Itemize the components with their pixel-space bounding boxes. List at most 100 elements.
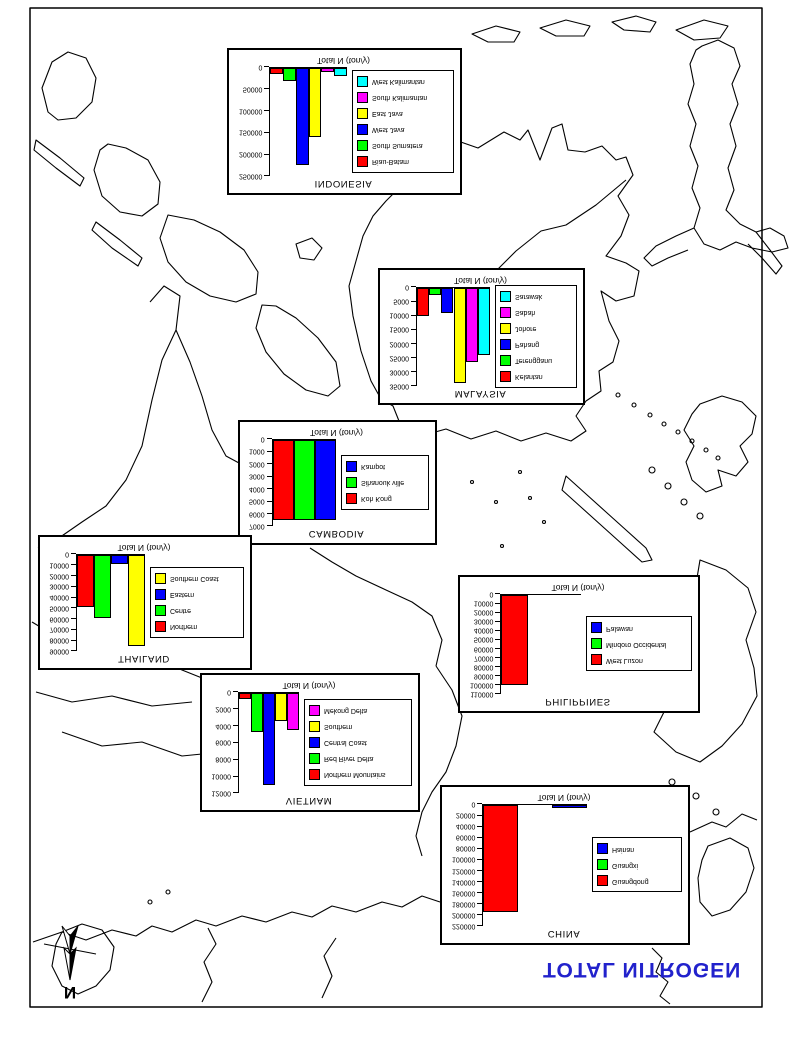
legend-swatch [500, 307, 511, 318]
axis-tick-label: 4000 [249, 485, 265, 493]
axis-title: Total N (ton/y) [317, 56, 370, 66]
legend-item: Sabah [500, 307, 572, 318]
axis-tick-label: 7000 [249, 522, 265, 530]
chart-china: CHINA 0 20000 40000 60000 80000 100000 120000 14… [440, 785, 690, 945]
axis-tick-label: 200000 [452, 911, 476, 919]
bar-northern [77, 555, 94, 608]
axis-tick-label: 120000 [452, 867, 476, 875]
legend-item: Kelantan [500, 371, 572, 382]
legend-label: Koh Kong [361, 495, 392, 503]
plot-area [416, 287, 490, 386]
bar-northern-mountains [239, 693, 251, 699]
legend-item: Sarawak [500, 291, 572, 302]
axis-tick-label: 90000 [49, 647, 69, 655]
legend-item: Centre [155, 605, 239, 616]
axis-tick-label: 25000 [389, 354, 409, 362]
bar-southern [275, 693, 287, 722]
axis-tick-label: 200000 [239, 150, 263, 158]
legend-swatch [309, 705, 320, 716]
chart-thailand: THAILAND 0 10000 20000 30000 40000 50000 60000 7… [38, 535, 252, 670]
legend-swatch [357, 108, 368, 119]
legend-item: Kampot [346, 461, 424, 472]
value-axis: 0 10000 20000 30000 40000 50000 60000 70000 8000… [44, 550, 76, 655]
legend-item: Red River Delta [309, 753, 407, 764]
legend-label: Northern Mountains [324, 771, 386, 779]
bar-south-sumatera [283, 68, 296, 81]
legend-item: Koh Kong [346, 493, 424, 504]
axis-tick-label: 160000 [452, 889, 476, 897]
legend-label: East Java [372, 110, 403, 118]
axis-tick-label: 80000 [455, 844, 476, 852]
legend-item: Hainan [597, 843, 677, 855]
legend-label: Eastern [170, 591, 195, 599]
axis-tick-label: 70000 [473, 654, 494, 662]
legend-swatch [346, 461, 357, 472]
axis-tick-label: 20000 [455, 811, 476, 819]
legend-swatch [155, 605, 166, 616]
legend-item: West Java [357, 124, 449, 135]
legend-swatch [357, 76, 368, 87]
legend-item: Palawan [591, 622, 687, 634]
legend: Koh Kong Sihanouk ville Kampot [341, 455, 429, 510]
axis-tick-label: 80000 [473, 663, 494, 671]
legend: Northern Mountains Red River Delta Central… [304, 699, 412, 786]
legend-item: Southern [309, 721, 407, 732]
axis-tick-label: 6000 [249, 510, 265, 518]
map-border [29, 7, 763, 1008]
legend-label: Kampot [361, 463, 386, 471]
legend-swatch [346, 493, 357, 504]
legend-item: East Java [357, 108, 449, 119]
chart-body: 0 5000 10000 15000 20000 25000 30000 35000 Kelan… [384, 284, 577, 390]
legend-item: Eastern [155, 589, 239, 600]
legend-item: Southern Coast [155, 573, 239, 584]
axis-tick-label: 15000 [389, 325, 409, 333]
legend-swatch [597, 843, 608, 855]
axis-tick-label: 10000 [211, 772, 231, 780]
axis-tick-label: 220000 [452, 922, 476, 930]
country-label: CAMBODIA [308, 528, 365, 539]
legend-item: Northern Mountains [309, 769, 407, 780]
axis-tick-label: 150000 [239, 128, 263, 136]
plot-area [238, 692, 299, 793]
legend-label: Centre [170, 607, 192, 615]
legend-label: Guangdong [612, 878, 649, 885]
legend-label: Terengganu [515, 357, 552, 365]
bar-west-luzon [501, 595, 528, 685]
axis-tick-label: 2000 [249, 460, 265, 468]
legend-item: Terengganu [500, 355, 572, 366]
legend-item: West Kalimantan [357, 76, 449, 87]
axis-tick-label: 10000 [49, 561, 69, 569]
legend-swatch [155, 621, 166, 632]
axis-tick-label: 4000 [215, 722, 231, 730]
chart-body: 0 2000 4000 6000 8000 10000 12000 Northern Moun… [206, 689, 412, 797]
value-axis: 0 5000 10000 15000 20000 25000 30000 35000 [384, 284, 416, 390]
axis-tick-label: 100000 [452, 855, 476, 863]
axis-tick-label: 50000 [242, 85, 263, 93]
plot-area [271, 439, 336, 526]
axis-tick-label: 110000 [470, 690, 494, 698]
legend-label: Sarawak [515, 293, 543, 301]
legend: Kelantan Terengganu Pahang Johore Sabah Saraw… [495, 285, 577, 388]
legend-swatch [155, 573, 166, 584]
legend-label: Hainan [612, 846, 635, 853]
legend-label: South Sumatera [372, 142, 423, 150]
bar-kelantan [417, 288, 430, 316]
axis-tick-label: 30000 [389, 368, 409, 376]
bar-west-kalimantan [334, 68, 347, 76]
legend-swatch [309, 769, 320, 780]
compass-n-label: N [63, 983, 77, 1002]
legend-item: Sihanouk ville [346, 477, 424, 488]
legend-label: Central Coast [324, 739, 367, 747]
bar-east-java [308, 68, 322, 138]
axis-tick-label: 250000 [239, 172, 263, 180]
axis-title: Total N (ton/y) [310, 428, 363, 438]
axis-tick-label: 0 [258, 63, 263, 71]
axis-tick-label: 12000 [211, 789, 231, 797]
legend-label: Red River Delta [324, 755, 374, 763]
axis-tick-label: 50000 [49, 604, 69, 612]
axis-tick-label: 5000 [393, 297, 409, 305]
bar-eastern [111, 555, 128, 564]
axis-tick-label: 0 [65, 550, 69, 558]
legend-item: Johore [500, 323, 572, 334]
